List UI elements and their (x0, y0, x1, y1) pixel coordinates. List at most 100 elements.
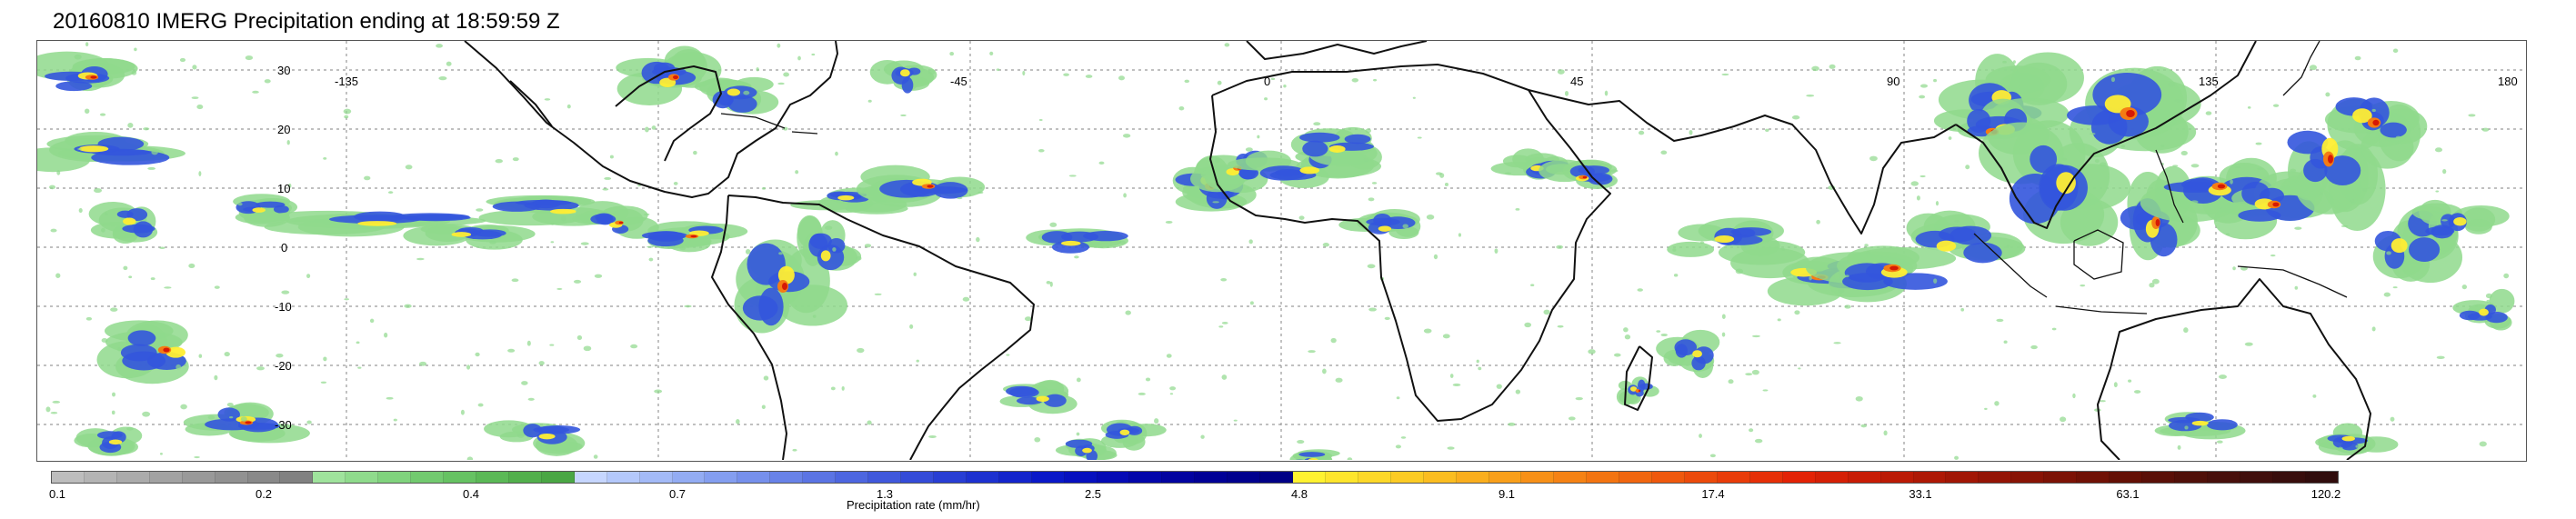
precip-cell (1118, 240, 1127, 245)
precip-cell (1125, 310, 1131, 315)
precipitation-map[interactable] (36, 40, 2527, 462)
colorbar-tick-label: 63.1 (2116, 487, 2140, 501)
precip-cell (2244, 342, 2253, 346)
precip-cell (2113, 382, 2118, 388)
precip-cell (2012, 60, 2016, 65)
colorbar-swatch (705, 472, 738, 483)
precip-cell (1984, 407, 1988, 410)
precip-cell (1829, 64, 1836, 69)
precip-cell (198, 171, 202, 176)
colorbar-swatch (1718, 472, 1750, 483)
coast-japan (2282, 41, 2320, 96)
colorbar-swatch (476, 472, 509, 483)
precip-cell (1308, 458, 1318, 460)
precip-cell (1556, 245, 1564, 249)
precip-cell (2191, 420, 2209, 426)
precip-cell (2072, 393, 2076, 399)
precip-cell (226, 402, 234, 407)
precip-cell (927, 185, 934, 188)
precip-cell (180, 404, 187, 410)
precip-cell (1960, 307, 1965, 312)
precip-cell (188, 263, 195, 269)
precip-cell (777, 43, 781, 48)
lat-label: 30 (277, 64, 291, 77)
precip-cell (2225, 233, 2230, 235)
colorbar-swatch (770, 472, 804, 483)
precip-cell (273, 205, 289, 214)
precip-cell (416, 257, 425, 261)
precip-cell (458, 226, 484, 234)
precip-cell (1165, 220, 1173, 225)
colorbar-swatch (2272, 472, 2306, 483)
precip-cell (2002, 60, 2007, 64)
precip-cell (1709, 454, 1716, 458)
precip-cell (2234, 165, 2241, 169)
precip-cell (928, 434, 937, 438)
precip-cell (2479, 441, 2487, 447)
precip-cell (2408, 237, 2441, 263)
precip-cell (1313, 122, 1321, 126)
precip-cell (126, 426, 134, 431)
precip-cell (2272, 202, 2280, 207)
precip-cell (1328, 145, 1346, 153)
precip-cell (777, 265, 795, 284)
precip-cell (996, 68, 1000, 71)
precip-cell (976, 236, 980, 243)
precip-cell (2485, 312, 2508, 324)
precip-cell (2390, 416, 2395, 422)
precip-cell (1515, 208, 1520, 211)
precip-cell (583, 345, 592, 352)
colorbar-swatch (1913, 472, 1947, 483)
precip-cell (1515, 389, 1521, 394)
colorbar-swatch (508, 472, 542, 483)
precip-cell (1363, 157, 1368, 162)
precip-cell (1034, 436, 1041, 443)
map-title: 20160810 IMERG Precipitation ending at 1… (53, 9, 560, 34)
precip-cell (2442, 169, 2447, 175)
lon-label: 180 (2498, 75, 2518, 88)
precip-cell (1478, 366, 1482, 371)
precip-cell (2435, 190, 2440, 193)
precip-cell (1557, 69, 1565, 75)
precip-cell (1745, 373, 1753, 376)
precip-cell (538, 361, 545, 365)
precip-cell (1954, 219, 1960, 223)
colorbar-swatch (1129, 472, 1163, 483)
precip-cell (2309, 65, 2318, 71)
precip-cell (2108, 105, 2149, 137)
precip-cell (1689, 129, 1693, 135)
precip-cell (527, 397, 535, 401)
colorbar-swatch (1782, 472, 1816, 483)
precip-cell (507, 348, 516, 353)
precip-cell (276, 354, 284, 358)
precip-cell (1400, 436, 1407, 439)
coast-baja-california (509, 80, 553, 127)
coast-europe-mediterranean (1246, 41, 1428, 60)
precip-cell (1378, 225, 1392, 232)
precip-cell (809, 233, 832, 249)
precip-cell (1588, 349, 1596, 354)
precip-cell (2355, 444, 2360, 448)
precip-cell (2003, 340, 2008, 344)
colorbar-swatch (1423, 472, 1457, 483)
colorbar-tick-label: 0.4 (462, 487, 480, 501)
colorbar-swatch (1260, 472, 1294, 483)
precip-cell (97, 136, 145, 152)
precip-cell (1938, 226, 1977, 243)
precip-cell (2030, 344, 2038, 350)
precip-cell (1791, 115, 1800, 120)
precip-cell (1371, 182, 1378, 185)
lat-label: 20 (277, 123, 291, 136)
precip-cell (2168, 416, 2200, 424)
precip-cell (2190, 200, 2199, 204)
colorbar-swatch (574, 472, 607, 483)
precip-cell (96, 431, 123, 440)
precip-cell (1248, 239, 1253, 245)
precip-cell (1212, 201, 1219, 204)
precip-cell (1933, 78, 1938, 83)
precip-cell (536, 424, 581, 434)
precip-cell (756, 67, 759, 72)
precip-cell (602, 188, 609, 191)
precip-cell (1082, 447, 1092, 454)
precip-cell (1919, 84, 1929, 88)
